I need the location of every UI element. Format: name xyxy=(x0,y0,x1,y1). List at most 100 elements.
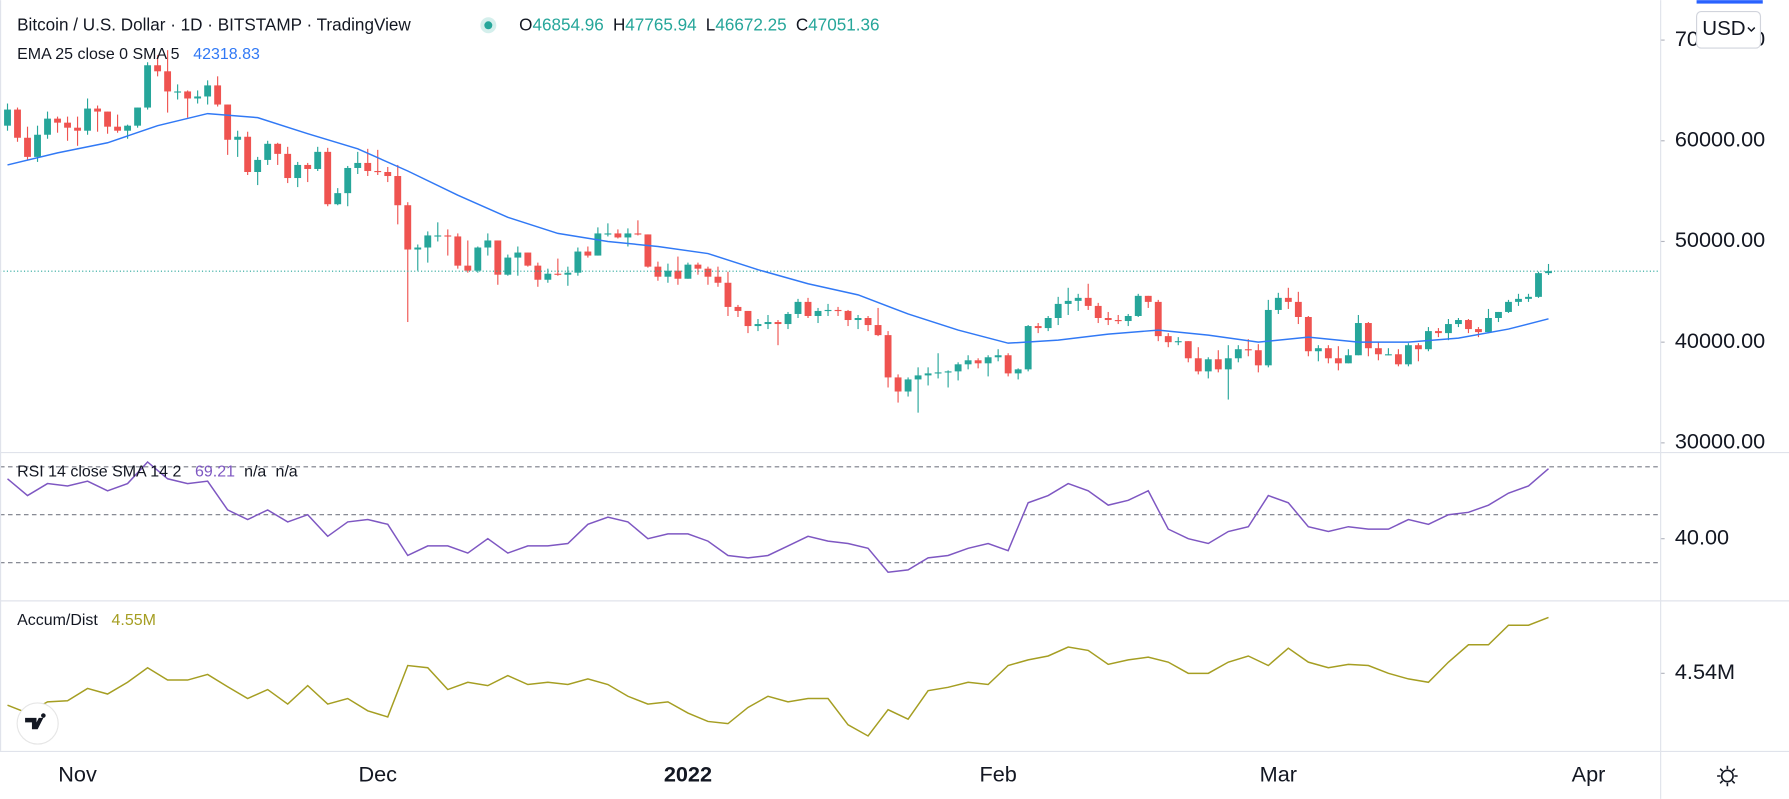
candle-body xyxy=(624,233,632,238)
ohlc-key: C xyxy=(796,15,808,34)
candle-body xyxy=(1004,355,1012,374)
candle-body xyxy=(94,108,101,112)
logo-glyph xyxy=(25,713,46,730)
candle-body xyxy=(154,65,162,72)
candle-body xyxy=(794,301,802,314)
candle-body xyxy=(1264,309,1272,366)
candle-body xyxy=(924,373,932,376)
ohlc-value: 46672.25 xyxy=(715,15,786,34)
legend-item: RSI 14 close SMA 14 2 xyxy=(17,464,181,481)
y-tick-label: 60000.00 xyxy=(1675,126,1765,151)
candle-body xyxy=(364,162,372,171)
candle-body xyxy=(1455,320,1462,325)
candle-body xyxy=(254,159,262,172)
candle-body xyxy=(1134,295,1142,316)
candle-body xyxy=(1384,354,1392,356)
candle-body xyxy=(354,162,362,168)
candle-body xyxy=(284,153,292,179)
candle-body xyxy=(1014,369,1022,374)
candle-body xyxy=(914,375,922,380)
candle-body xyxy=(1485,318,1492,333)
candle-body xyxy=(694,264,702,269)
legend: Accum/Dist 4.55M xyxy=(17,612,156,629)
candle-body xyxy=(1274,297,1282,310)
candle-body xyxy=(514,252,522,258)
candle-body xyxy=(1074,297,1082,301)
candle-body xyxy=(1545,271,1552,274)
candle-body xyxy=(404,205,412,250)
x-tick-label: Nov xyxy=(58,762,97,787)
candle-body xyxy=(1525,296,1532,299)
candle-body xyxy=(854,318,862,321)
candle-body xyxy=(374,170,382,173)
candle-body xyxy=(1044,318,1052,329)
candle-body xyxy=(1445,324,1452,334)
candle-body xyxy=(734,306,742,311)
candle-body xyxy=(714,276,722,283)
legend-item: 42318.83 xyxy=(193,46,260,63)
x-tick-label: Mar xyxy=(1260,762,1297,787)
candle-body xyxy=(1214,359,1222,370)
candle-body xyxy=(1495,311,1502,319)
candle-body xyxy=(14,109,21,138)
candle-body xyxy=(614,233,622,238)
y-tick-label: 40000.00 xyxy=(1675,328,1765,353)
candle-body xyxy=(844,310,852,321)
candle-body xyxy=(84,108,91,131)
candle-body xyxy=(594,233,602,256)
x-tick-label: Feb xyxy=(979,762,1016,787)
candle-body xyxy=(1034,326,1042,329)
candle-body xyxy=(54,118,61,123)
candle-body xyxy=(1064,300,1072,304)
candle-body xyxy=(1475,329,1482,333)
currency-label[interactable]: USD xyxy=(1702,17,1745,40)
candle-body xyxy=(764,322,772,325)
line-series xyxy=(7,616,1549,737)
candle-body xyxy=(1174,341,1182,343)
candle-body xyxy=(1374,348,1382,355)
candle-body xyxy=(44,118,51,135)
candle-body xyxy=(294,164,302,179)
x-tick-label: 2022 xyxy=(664,762,712,787)
candle-body xyxy=(1324,348,1332,359)
candle-body xyxy=(834,309,842,312)
candle-body xyxy=(1414,345,1422,350)
candle-body xyxy=(1364,323,1372,349)
candle-body xyxy=(1084,297,1092,306)
candle-body xyxy=(864,318,872,326)
currency-button[interactable] xyxy=(1696,11,1762,49)
candle-body xyxy=(1224,358,1232,370)
candle-body xyxy=(1435,331,1442,334)
candle-body xyxy=(1404,345,1412,365)
settings-icon[interactable] xyxy=(1717,765,1738,787)
candle-body xyxy=(1114,320,1122,322)
candle-body xyxy=(1104,318,1112,321)
legend-item: EMA 25 close 0 SMA 5 xyxy=(17,46,180,63)
candle-body xyxy=(114,126,121,131)
currency-caret xyxy=(1747,27,1756,33)
candle-body xyxy=(1254,350,1262,366)
legend: EMA 25 close 0 SMA 5 42318.83 xyxy=(17,46,260,63)
legend: RSI 14 close SMA 14 2 69.21 n/a n/a xyxy=(17,464,298,481)
candle-body xyxy=(454,236,462,266)
candle-body xyxy=(384,171,392,177)
candle-body xyxy=(874,325,882,336)
x-tick-label: Dec xyxy=(358,762,397,787)
candle-body xyxy=(524,252,532,266)
candle-body xyxy=(574,251,582,273)
candle-body xyxy=(674,270,682,279)
accent-bar xyxy=(1696,0,1763,4)
ohlc-key: H xyxy=(613,15,625,34)
candle-body xyxy=(224,104,232,140)
candle-body xyxy=(964,360,972,365)
status-dot-core xyxy=(484,21,493,30)
candle-body xyxy=(314,151,322,169)
candle-body xyxy=(1334,358,1342,364)
candle-body xyxy=(774,322,782,325)
y-tick-label: 50000.00 xyxy=(1675,227,1765,252)
candle-body xyxy=(684,264,692,279)
candle-body xyxy=(244,136,252,172)
candle-body xyxy=(264,143,272,160)
